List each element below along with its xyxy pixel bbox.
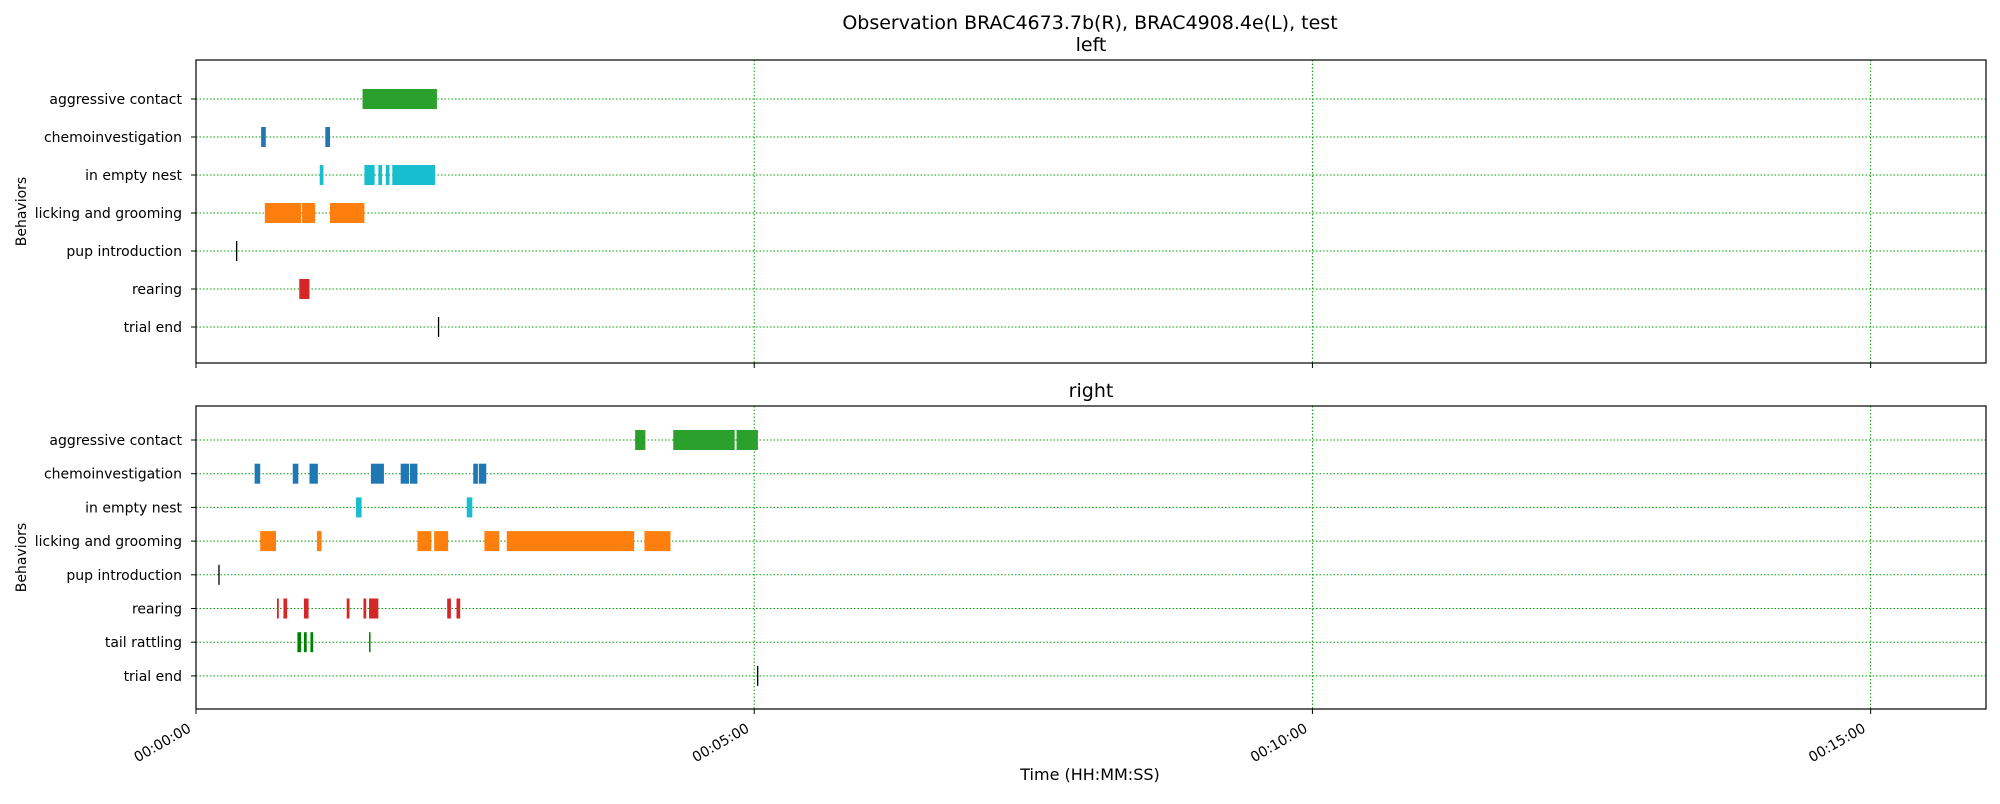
behavior-bar bbox=[466, 497, 473, 518]
panel-title: right bbox=[1069, 380, 1114, 402]
behavior-bar bbox=[236, 241, 238, 261]
behavior-bar bbox=[276, 598, 279, 619]
behavior-bar bbox=[478, 463, 487, 484]
behavior-bar bbox=[356, 497, 362, 518]
chart-title: Observation BRAC4673.7b(R), BRAC4908.4e(… bbox=[842, 12, 1337, 34]
y-tick-label: rearing bbox=[132, 282, 182, 298]
behavior-bar bbox=[329, 203, 365, 223]
behavior-bar bbox=[417, 531, 432, 552]
behavior-bar bbox=[316, 531, 322, 552]
behavior-bar bbox=[309, 463, 318, 484]
behavior-bar bbox=[292, 463, 299, 484]
panels: left aggressive contact chemoinvestigation… bbox=[14, 34, 1987, 766]
plot-frame bbox=[195, 405, 1987, 710]
y-tick-label: in empty nest bbox=[85, 168, 182, 184]
x-tick-label: 00:05:00 bbox=[690, 721, 752, 766]
x-tick-label: 00:10:00 bbox=[1248, 721, 1310, 766]
y-axis-label: Behaviors bbox=[14, 177, 30, 246]
y-tick-label: chemoinvestigation bbox=[44, 130, 182, 146]
behavior-bar bbox=[673, 430, 735, 450]
behavior-bar bbox=[218, 564, 220, 585]
y-tick-label: licking and grooming bbox=[35, 206, 182, 222]
behavior-bar bbox=[736, 430, 758, 450]
y-axis-label: Behaviors bbox=[14, 523, 30, 592]
behavior-bar bbox=[319, 165, 324, 185]
behavior-bar bbox=[362, 89, 437, 109]
plot-frame bbox=[195, 59, 1987, 364]
behavior-bar bbox=[506, 531, 635, 552]
behavior-bar bbox=[303, 598, 309, 619]
x-tick-label: 00:00:00 bbox=[132, 721, 194, 766]
behavior-bar bbox=[297, 632, 302, 653]
behavior-bar bbox=[302, 203, 316, 223]
behavior-bar bbox=[364, 165, 375, 185]
behavior-bar bbox=[370, 463, 384, 484]
y-tick-label: aggressive contact bbox=[49, 433, 182, 449]
y-tick-label: pup introduction bbox=[66, 244, 182, 260]
behavior-bar bbox=[447, 598, 451, 619]
behavior-bar bbox=[473, 463, 478, 484]
y-tick-label: tail rattling bbox=[105, 635, 182, 651]
behavior-bar bbox=[484, 531, 500, 552]
panel-title: left bbox=[1076, 34, 1107, 56]
behavior-bar bbox=[434, 531, 449, 552]
panel-left: left aggressive contact chemoinvestigation… bbox=[14, 34, 1987, 368]
behavior-bar bbox=[299, 279, 310, 299]
behavior-bar bbox=[456, 598, 461, 619]
behavior-bar bbox=[264, 203, 302, 223]
behavior-bar bbox=[261, 127, 266, 147]
behavior-bar bbox=[363, 598, 367, 619]
behavior-bar bbox=[437, 317, 440, 337]
behavior-bar bbox=[310, 632, 314, 653]
behavior-bar bbox=[378, 165, 383, 185]
behavior-bar bbox=[409, 463, 418, 484]
behavior-bar bbox=[303, 632, 307, 653]
behavior-bar bbox=[400, 463, 410, 484]
behavior-bar bbox=[757, 665, 759, 686]
behavior-bar bbox=[254, 463, 261, 484]
y-tick-label: pup introduction bbox=[66, 568, 182, 584]
y-tick-label: in empty nest bbox=[85, 500, 182, 516]
x-axis-label: Time (HH:MM:SS) bbox=[1019, 765, 1160, 784]
y-tick-label: trial end bbox=[124, 669, 182, 685]
behavior-bar bbox=[346, 598, 350, 619]
x-tick-label: 00:15:00 bbox=[1806, 721, 1868, 766]
y-tick-label: trial end bbox=[124, 320, 182, 336]
y-tick-label: rearing bbox=[132, 602, 182, 618]
behavior-bar bbox=[283, 598, 288, 619]
behavior-bar bbox=[369, 632, 371, 653]
behavior-bar bbox=[635, 430, 646, 450]
behavior-bar bbox=[325, 127, 330, 147]
panel-right: right aggressive contact chemoinvestigatio… bbox=[14, 380, 1987, 766]
y-tick-label: chemoinvestigation bbox=[44, 467, 182, 483]
y-tick-label: licking and grooming bbox=[35, 534, 182, 550]
behavior-bar bbox=[369, 598, 379, 619]
y-tick-label: aggressive contact bbox=[49, 92, 182, 108]
behavior-bar bbox=[392, 165, 436, 185]
behavior-bar bbox=[385, 165, 390, 185]
behavior-bar bbox=[644, 531, 671, 552]
behavior-bar bbox=[260, 531, 277, 552]
